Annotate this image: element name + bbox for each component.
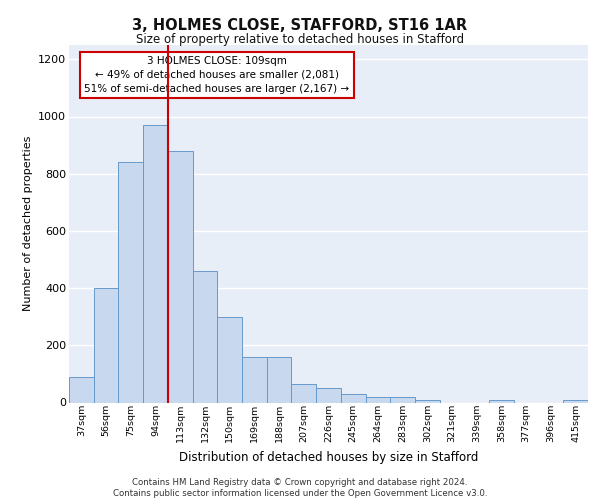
- Bar: [217, 316, 242, 402]
- Bar: [118, 162, 143, 402]
- Text: Contains HM Land Registry data © Crown copyright and database right 2024.
Contai: Contains HM Land Registry data © Crown c…: [113, 478, 487, 498]
- Bar: [563, 400, 588, 402]
- Bar: [267, 356, 292, 403]
- Text: 3, HOLMES CLOSE, STAFFORD, ST16 1AR: 3, HOLMES CLOSE, STAFFORD, ST16 1AR: [133, 18, 467, 32]
- Text: Size of property relative to detached houses in Stafford: Size of property relative to detached ho…: [136, 32, 464, 46]
- Bar: [143, 125, 168, 402]
- Bar: [415, 400, 440, 402]
- Bar: [316, 388, 341, 402]
- Bar: [94, 288, 118, 403]
- Bar: [69, 377, 94, 402]
- Bar: [193, 271, 217, 402]
- Bar: [489, 400, 514, 402]
- X-axis label: Distribution of detached houses by size in Stafford: Distribution of detached houses by size …: [179, 450, 478, 464]
- Bar: [242, 356, 267, 403]
- Bar: [341, 394, 365, 402]
- Bar: [390, 397, 415, 402]
- Y-axis label: Number of detached properties: Number of detached properties: [23, 136, 32, 312]
- Bar: [292, 384, 316, 402]
- Text: 3 HOLMES CLOSE: 109sqm
← 49% of detached houses are smaller (2,081)
51% of semi-: 3 HOLMES CLOSE: 109sqm ← 49% of detached…: [85, 56, 349, 94]
- Bar: [168, 151, 193, 403]
- Bar: [365, 397, 390, 402]
